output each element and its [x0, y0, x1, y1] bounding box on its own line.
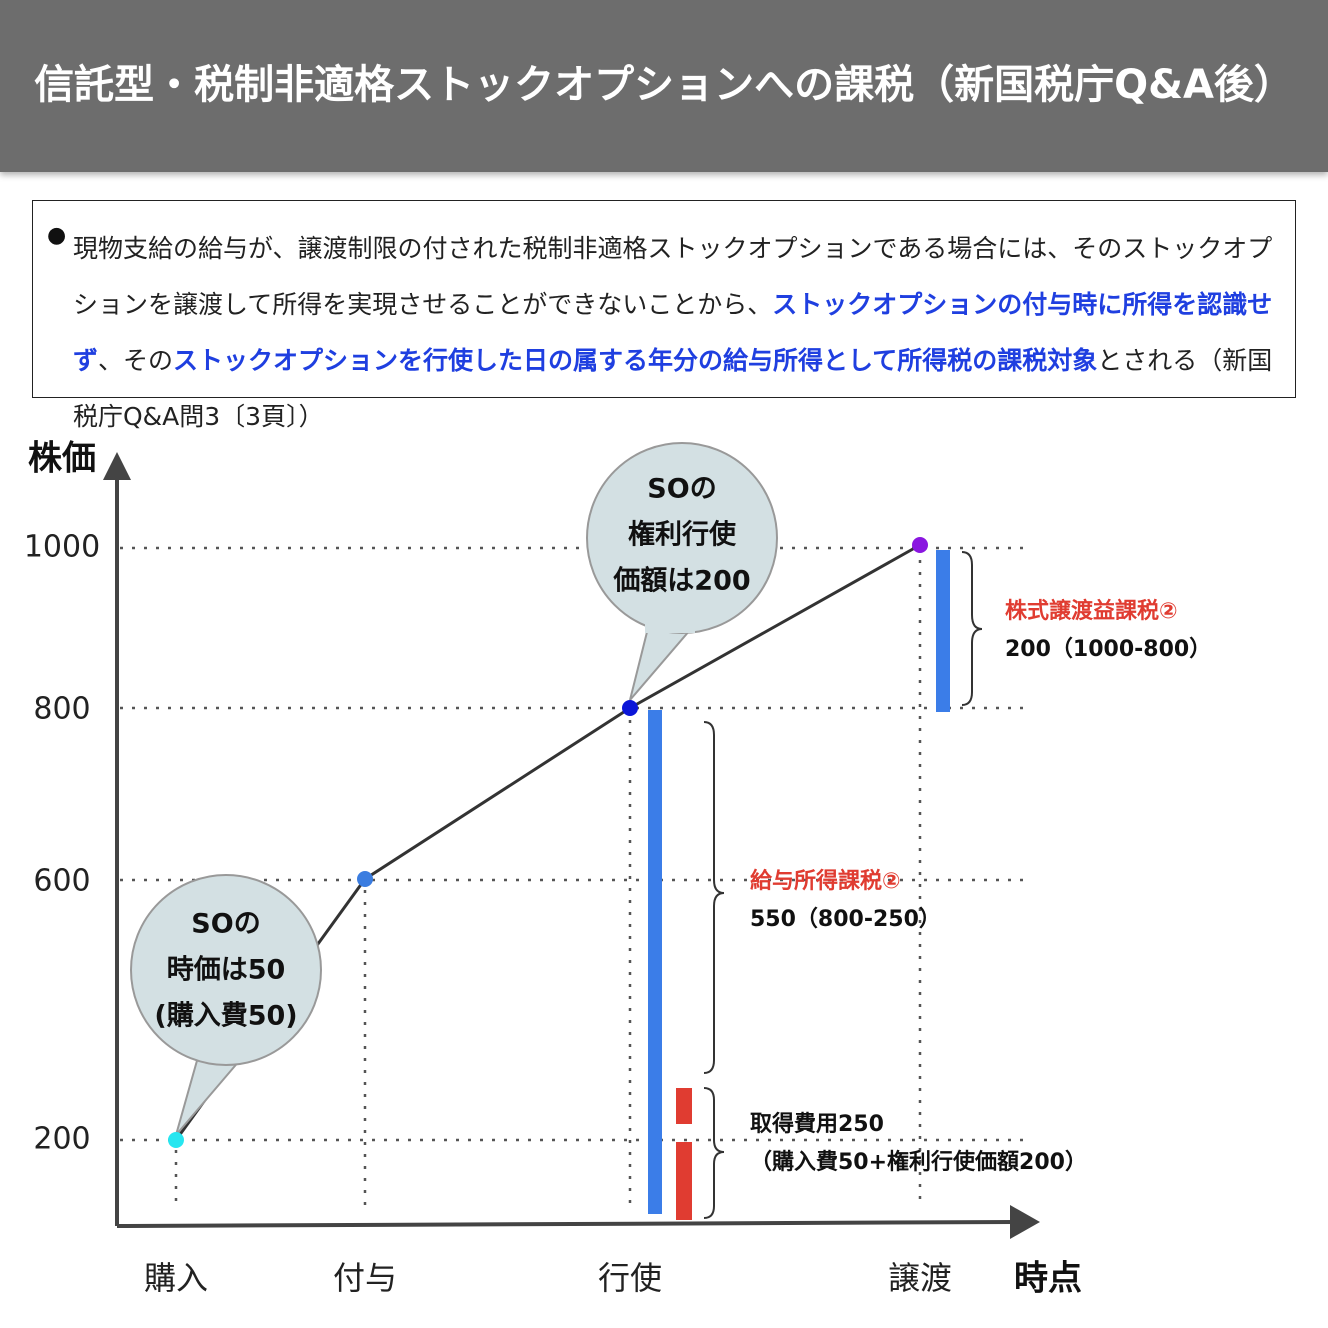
point [168, 1132, 184, 1148]
x-label: 購入 [144, 1259, 208, 1297]
brace [703, 1087, 725, 1219]
point [912, 537, 928, 553]
x-axis [116, 1220, 1016, 1228]
annotation-detail: （購入費50+権利行使価額200） [750, 1149, 1087, 1175]
note-emphasis: ストックオプションを行使した日の属する年分の給与所得として所得税の課税対象 [173, 346, 1098, 375]
y-arrow [103, 452, 131, 480]
callout-text: 時価は50 [167, 955, 286, 986]
callout-text: (購入費50) [154, 1001, 297, 1032]
y-label: 800 [33, 692, 90, 727]
annotation-detail: 200（1000-800） [1005, 637, 1211, 662]
note-segment: とされる（新国税庁Q&A問3〔3頁〕） [73, 346, 1273, 431]
y-axis-label: 株価 [28, 439, 96, 479]
annotation-title: 取得費用250 [750, 1111, 884, 1137]
y-label: 200 [33, 1122, 90, 1157]
bullet: ● [47, 223, 67, 248]
cost-bar [676, 1088, 692, 1124]
callout-joint [200, 1040, 250, 1060]
x-label: 行使 [598, 1259, 662, 1297]
annotation-detail: 550（800-250） [750, 907, 941, 932]
note-box: ● 現物支給の給与が、譲渡制限の付された税制非適格ストックオプションである場合に… [32, 200, 1296, 431]
callout-text: 権利行使 [628, 519, 737, 551]
point [357, 871, 373, 887]
callout-text: SOの [191, 909, 260, 940]
annotation-title: 給与所得課税② [750, 868, 901, 894]
brace [961, 551, 983, 706]
y-label: 600 [33, 864, 90, 899]
x-axis-label: 時点 [1014, 1259, 1082, 1299]
guides [120, 546, 1025, 1205]
x-arrow [1010, 1205, 1040, 1239]
braces [703, 551, 983, 1219]
callout-text: SOの [647, 474, 716, 505]
callout-joint [645, 615, 695, 633]
note-emphasis: ストックオプションの付与時に所得を認識せず [73, 290, 1273, 375]
callout-shapes [130, 442, 778, 1136]
title: 信託型・税制非適格ストックオプションへの課税（新国税庁Q&A後） [34, 62, 1294, 108]
x-label: 付与 [333, 1259, 397, 1297]
note-segment: 、その [98, 346, 174, 375]
x-label: 譲渡 [888, 1259, 952, 1297]
salary-bar [648, 710, 662, 1214]
annotation-title: 株式譲渡益課税② [1005, 598, 1178, 624]
gain-bar [936, 550, 950, 712]
y-label: 1000 [24, 530, 100, 565]
cost-bar [676, 1142, 692, 1220]
callout [130, 874, 322, 1066]
brace [703, 721, 725, 1074]
note-text: 現物支給の給与が、譲渡制限の付された税制非適格ストックオプションである場合には、… [73, 221, 1281, 445]
note-segment: 現物支給の給与が、譲渡制限の付された税制非適格ストックオプションである場合には、… [73, 234, 1273, 319]
callout-text: 価額は200 [612, 566, 750, 597]
header-bar: 信託型・税制非適格ストックオプションへの課税（新国税庁Q&A後） [0, 0, 1328, 172]
price-line [174, 543, 921, 1141]
point [622, 700, 638, 716]
